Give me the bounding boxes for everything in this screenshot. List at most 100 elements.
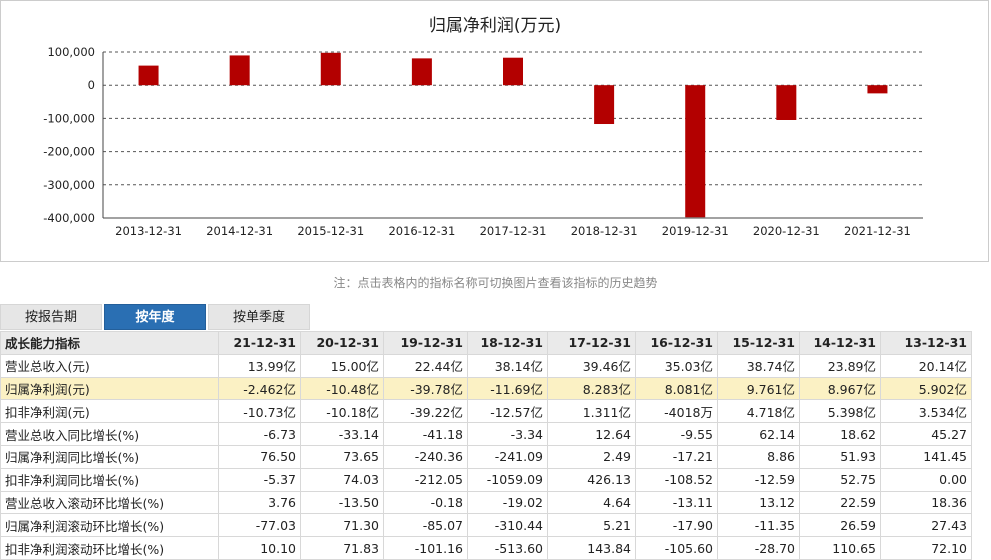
bar	[411, 58, 432, 86]
y-tick-label: 0	[88, 78, 95, 92]
growth-metrics-table: 成长能力指标 21-12-31 20-12-31 19-12-31 18-12-…	[0, 331, 972, 560]
table-cell: -101.16	[383, 536, 468, 560]
table-cell: -10.18亿	[300, 399, 384, 424]
table-cell: 52.75	[799, 467, 881, 492]
table-cell: 4.718亿	[717, 399, 800, 424]
table-row: 营业总收入(元) 13.99亿 15.00亿 22.44亿 38.14亿 39.46亿 35…	[0, 353, 972, 378]
table-row: 营业总收入滚动环比增长(%) 3.76 -13.50 -0.18 -19.02 4.64-…	[0, 490, 972, 515]
x-tick-label: 2017-12-31	[480, 224, 547, 238]
table-cell: -241.09	[467, 444, 548, 469]
table-cell: 5.21	[547, 513, 636, 538]
table-cell: -41.18	[383, 422, 468, 446]
column-header: 19-12-31	[383, 331, 468, 355]
table-row: 营业总收入同比增长(%) -6.73 -33.14 -41.18 -3.34 12.64-…	[0, 422, 972, 446]
y-tick-label: -200,000	[43, 145, 95, 159]
table-row: 归属净利润滚动环比增长(%) -77.03 71.30 -85.07 -310.44 5.…	[0, 513, 972, 538]
table-cell: 71.83	[300, 536, 384, 560]
table-cell: 5.398亿	[799, 399, 881, 424]
bar	[776, 85, 797, 120]
table-cell: -12.57亿	[467, 399, 548, 424]
metric-name-link[interactable]: 归属净利润(元)	[0, 376, 219, 401]
table-cell: 2.49	[547, 444, 636, 469]
column-header: 18-12-31	[467, 331, 548, 355]
table-cell: 13.12	[717, 490, 800, 515]
table-cell: -240.36	[383, 444, 468, 469]
table-cell: 51.93	[799, 444, 881, 469]
table-cell: 74.03	[300, 467, 384, 492]
column-header: 15-12-31	[717, 331, 800, 355]
tab-by-quarter[interactable]: 按单季度	[208, 304, 310, 330]
table-cell: 18.62	[799, 422, 881, 446]
y-tick-label: 100,000	[47, 45, 95, 59]
x-tick-label: 2015-12-31	[297, 224, 364, 238]
table-cell: 1.311亿	[547, 399, 636, 424]
table-cell: 72.10	[880, 536, 972, 560]
table-cell: 3.534亿	[880, 399, 972, 424]
metric-name-link[interactable]: 扣非净利润(元)	[0, 399, 219, 424]
bar	[685, 85, 706, 218]
table-cell: 8.967亿	[799, 376, 881, 401]
table-cell: 12.64	[547, 422, 636, 446]
table-row: 扣非净利润(元) -10.73亿 -10.18亿 -39.22亿 -12.57亿 1.31…	[0, 399, 972, 424]
table-cell: -0.18	[383, 490, 468, 515]
metric-name-link[interactable]: 扣非净利润同比增长(%)	[0, 467, 219, 492]
table-cell: -28.70	[717, 536, 800, 560]
table-cell: 22.59	[799, 490, 881, 515]
metric-name-link[interactable]: 营业总收入同比增长(%)	[0, 422, 219, 446]
table-cell: 8.081亿	[635, 376, 718, 401]
tab-by-report-period[interactable]: 按报告期	[0, 304, 102, 330]
x-tick-label: 2016-12-31	[388, 224, 455, 238]
metric-name-link[interactable]: 扣非净利润滚动环比增长(%)	[0, 536, 219, 560]
y-tick-label: -100,000	[43, 111, 95, 125]
table-cell: -12.59	[717, 467, 800, 492]
metric-name-link[interactable]: 归属净利润同比增长(%)	[0, 444, 219, 469]
bar	[138, 65, 159, 86]
table-cell: 62.14	[717, 422, 800, 446]
table-cell: -5.37	[218, 467, 301, 492]
column-header: 20-12-31	[300, 331, 384, 355]
tab-by-year[interactable]: 按年度	[104, 304, 206, 330]
table-row: 归属净利润同比增长(%) 76.50 73.65 -240.36 -241.09 2.49…	[0, 444, 972, 469]
table-cell: 9.761亿	[717, 376, 800, 401]
table-cell: 426.13	[547, 467, 636, 492]
table-cell: 18.36	[880, 490, 972, 515]
table-cell: -4018万	[635, 399, 718, 424]
bar	[503, 57, 523, 86]
table-cell: 0.00	[880, 467, 972, 492]
table-cell: -17.90	[635, 513, 718, 538]
metric-name-link[interactable]: 营业总收入(元)	[0, 353, 219, 378]
metric-name-link[interactable]: 营业总收入滚动环比增长(%)	[0, 490, 219, 515]
metric-name-link[interactable]: 归属净利润滚动环比增长(%)	[0, 513, 219, 538]
x-tick-label: 2020-12-31	[753, 224, 820, 238]
table-cell: -19.02	[467, 490, 548, 515]
y-tick-label: -300,000	[43, 178, 95, 192]
table-cell: -17.21	[635, 444, 718, 469]
table-cell: 141.45	[880, 444, 972, 469]
table-cell: 143.84	[547, 536, 636, 560]
table-row: 归属净利润(元) -2.462亿 -10.48亿 -39.78亿 -11.69亿 8.28…	[0, 376, 972, 401]
table-cell: 38.14亿	[467, 353, 548, 378]
column-header: 14-12-31	[799, 331, 881, 355]
table-cell: 26.59	[799, 513, 881, 538]
table-cell: 10.10	[218, 536, 301, 560]
table-cell: 5.902亿	[880, 376, 972, 401]
table-cell: 4.64	[547, 490, 636, 515]
y-tick-label: -400,000	[43, 211, 95, 225]
x-tick-label: 2018-12-31	[571, 224, 638, 238]
table-cell: 73.65	[300, 444, 384, 469]
table-cell: 39.46亿	[547, 353, 636, 378]
chart-hint-note: 注：点击表格内的指标名称可切换图片查看该指标的历史趋势	[333, 276, 658, 290]
table-cell: -9.55	[635, 422, 718, 446]
table-cell: 45.27	[880, 422, 972, 446]
table-cell: -11.35	[717, 513, 800, 538]
table-row: 扣非净利润同比增长(%) -5.37 74.03 -212.05 -1059.09 426…	[0, 467, 972, 492]
table-cell: -39.78亿	[383, 376, 468, 401]
table-cell: 13.99亿	[218, 353, 301, 378]
column-header: 21-12-31	[218, 331, 301, 355]
table-cell: -13.11	[635, 490, 718, 515]
bar	[320, 52, 341, 86]
bar	[229, 55, 250, 86]
table-cell: -77.03	[218, 513, 301, 538]
table-cell: -11.69亿	[467, 376, 548, 401]
bar	[867, 85, 888, 94]
